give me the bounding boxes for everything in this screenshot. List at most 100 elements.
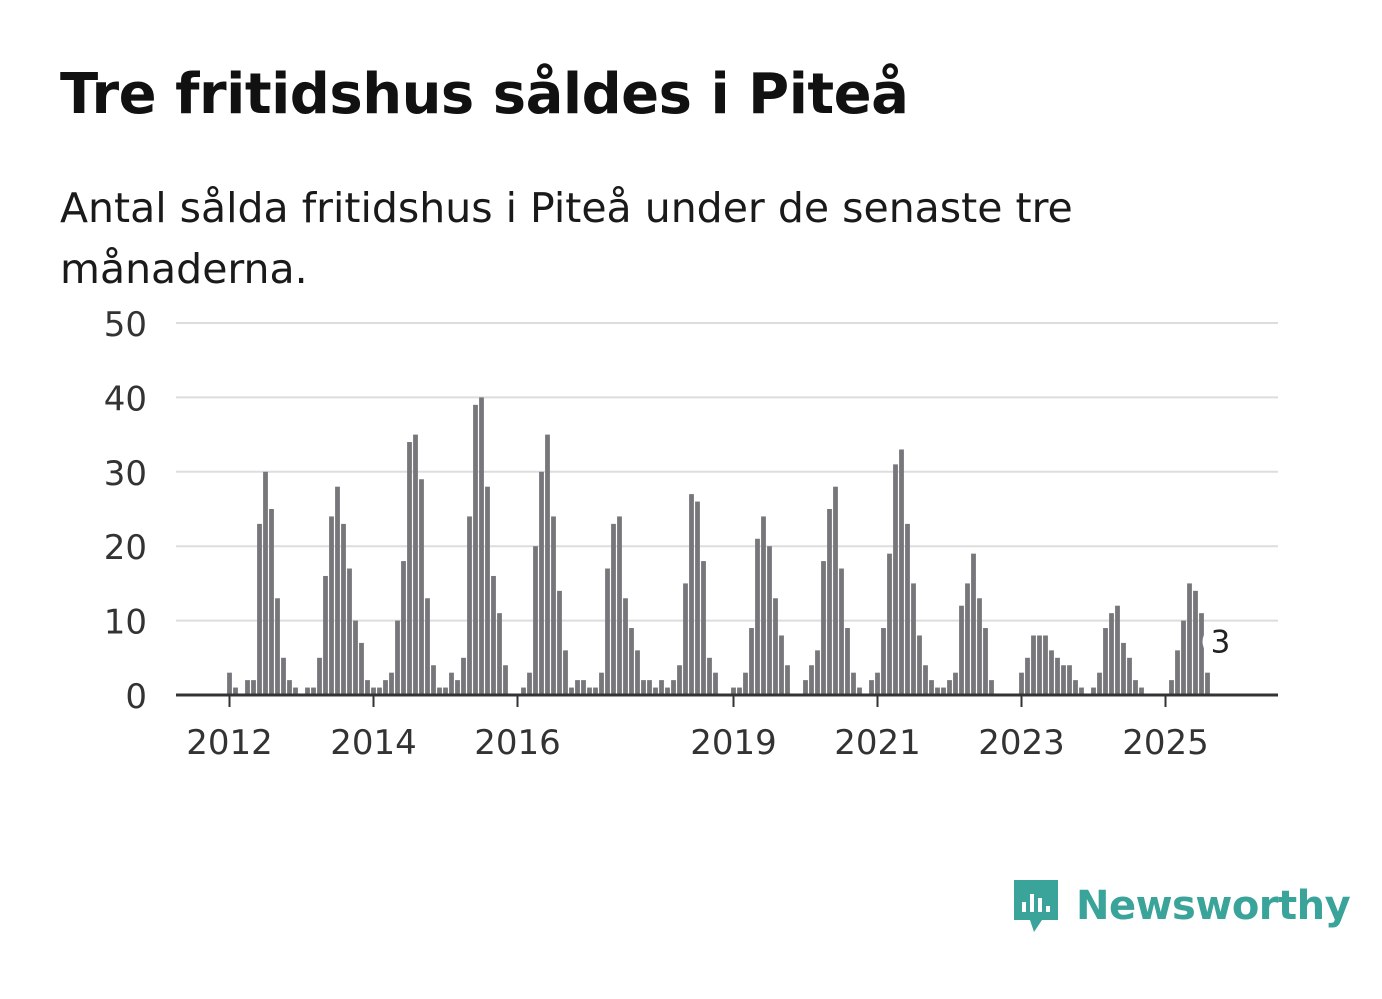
bar bbox=[257, 523, 262, 695]
bar bbox=[659, 680, 664, 695]
bar bbox=[551, 516, 556, 695]
bar bbox=[893, 464, 898, 695]
bar bbox=[449, 672, 454, 695]
bar bbox=[917, 635, 922, 695]
bar bbox=[977, 598, 982, 695]
bar bbox=[641, 680, 646, 695]
bar bbox=[269, 509, 274, 695]
bar bbox=[749, 628, 754, 695]
bar bbox=[1091, 687, 1096, 695]
x-tick-label: 2019 bbox=[690, 723, 777, 763]
bar bbox=[1019, 672, 1024, 695]
bar bbox=[581, 680, 586, 695]
bar bbox=[587, 687, 592, 695]
bar bbox=[377, 687, 382, 695]
bar bbox=[677, 665, 682, 695]
y-tick-label: 40 bbox=[104, 379, 147, 419]
bar bbox=[479, 397, 484, 695]
bar bbox=[779, 635, 784, 695]
bar bbox=[731, 687, 736, 695]
bar bbox=[935, 687, 940, 695]
bar bbox=[869, 680, 874, 695]
bar bbox=[689, 494, 694, 695]
bar bbox=[425, 598, 430, 695]
bar bbox=[575, 680, 580, 695]
bar bbox=[653, 687, 658, 695]
bar bbox=[755, 538, 760, 695]
bar bbox=[503, 665, 508, 695]
bar bbox=[1193, 590, 1198, 695]
bar bbox=[263, 471, 268, 695]
bar bbox=[1127, 657, 1132, 695]
bar bbox=[1079, 687, 1084, 695]
bar bbox=[1121, 642, 1126, 695]
bar bbox=[533, 546, 538, 695]
bar bbox=[929, 680, 934, 695]
bar bbox=[383, 680, 388, 695]
bar bbox=[275, 598, 280, 695]
bar-chart: 0 10 20 30 40 50 2012 2014 2016 2019 2021 2023 2025 3 bbox=[104, 305, 1278, 763]
bar bbox=[227, 672, 232, 695]
x-tick-label: 2012 bbox=[186, 723, 273, 763]
bar bbox=[473, 404, 478, 695]
bar bbox=[713, 672, 718, 695]
bar bbox=[407, 442, 412, 695]
bar bbox=[365, 680, 370, 695]
x-tick-label: 2016 bbox=[474, 723, 561, 763]
bar bbox=[1199, 613, 1204, 695]
bar bbox=[1169, 680, 1174, 695]
y-tick-label: 10 bbox=[104, 603, 147, 643]
bar bbox=[491, 575, 496, 695]
bar bbox=[443, 687, 448, 695]
bar bbox=[401, 561, 406, 695]
newsworthy-logo-icon bbox=[1014, 880, 1058, 932]
bar bbox=[413, 434, 418, 695]
bar bbox=[1055, 657, 1060, 695]
bar bbox=[971, 553, 976, 695]
bar bbox=[563, 650, 568, 695]
bar bbox=[527, 672, 532, 695]
bar bbox=[287, 680, 292, 695]
bar bbox=[1067, 665, 1072, 695]
bar bbox=[887, 553, 892, 695]
y-tick-label: 0 bbox=[125, 677, 147, 717]
y-tick-label: 20 bbox=[104, 528, 147, 568]
bar bbox=[1115, 605, 1120, 695]
chart-title: Tre fritidshus såldes i Piteå bbox=[60, 62, 909, 127]
bar bbox=[953, 672, 958, 695]
bar bbox=[809, 665, 814, 695]
bar bbox=[539, 471, 544, 695]
bar bbox=[233, 687, 238, 695]
bar bbox=[773, 598, 778, 695]
bar bbox=[905, 523, 910, 695]
bar bbox=[569, 687, 574, 695]
bar bbox=[851, 672, 856, 695]
bar bbox=[461, 657, 466, 695]
bar bbox=[923, 665, 928, 695]
bar bbox=[695, 501, 700, 695]
x-tick-label: 2014 bbox=[330, 723, 417, 763]
bar bbox=[1049, 650, 1054, 695]
bar bbox=[671, 680, 676, 695]
bar bbox=[437, 687, 442, 695]
bar bbox=[1205, 672, 1210, 695]
brand-name: Newsworthy bbox=[1076, 883, 1351, 929]
bar bbox=[875, 672, 880, 695]
bar bbox=[1061, 665, 1066, 695]
bar bbox=[245, 680, 250, 695]
bar bbox=[455, 680, 460, 695]
bar bbox=[983, 628, 988, 695]
chart-subtitle: Antal sålda fritidshus i Piteå under de … bbox=[60, 184, 1073, 293]
bar bbox=[1181, 620, 1186, 695]
bar bbox=[431, 665, 436, 695]
bar bbox=[419, 479, 424, 695]
bar bbox=[821, 561, 826, 695]
bar bbox=[1097, 672, 1102, 695]
bar bbox=[737, 687, 742, 695]
bar bbox=[761, 516, 766, 695]
bar bbox=[497, 613, 502, 695]
bar bbox=[881, 628, 886, 695]
bar bbox=[629, 628, 634, 695]
bar bbox=[329, 516, 334, 695]
bar bbox=[1133, 680, 1138, 695]
